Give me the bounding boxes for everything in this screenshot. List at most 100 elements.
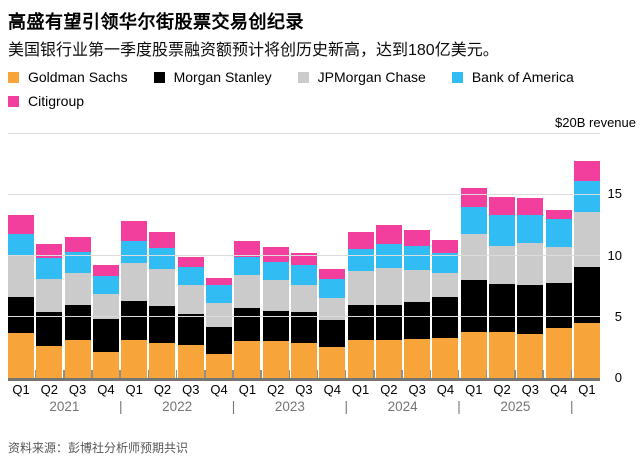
segment-goldman-sachs <box>262 341 289 378</box>
year-label-2021: 2021 <box>49 399 80 414</box>
segment-jpmorgan-chase <box>206 303 233 327</box>
segment-bank-of-america <box>347 249 374 272</box>
segment-jpmorgan-chase <box>92 293 119 320</box>
segment-citigroup <box>121 221 148 241</box>
x-axis-tick <box>204 370 206 378</box>
quarter-label: Q2 <box>153 382 172 397</box>
segment-citigroup <box>177 256 204 267</box>
segment-citigroup <box>8 215 34 234</box>
quarter-label: Q1 <box>578 382 596 397</box>
segment-citigroup <box>347 232 374 250</box>
x-axis-tick <box>147 370 150 378</box>
gridline-15 <box>8 193 600 195</box>
segment-bank-of-america <box>8 233 34 256</box>
segment-goldman-sachs <box>375 340 402 378</box>
year-separator: | <box>344 399 349 414</box>
segment-morgan-stanley <box>517 284 544 334</box>
x-axis-tick <box>316 370 319 378</box>
quarter-label: Q4 <box>323 382 341 397</box>
segment-jpmorgan-chase <box>404 270 431 303</box>
segment-citigroup <box>319 268 346 279</box>
segment-citigroup <box>432 239 459 254</box>
segment-morgan-stanley <box>404 302 431 339</box>
segment-jpmorgan-chase <box>545 247 572 283</box>
segment-morgan-stanley <box>234 308 261 342</box>
segment-bank-of-america <box>92 276 119 294</box>
segment-morgan-stanley <box>92 319 119 353</box>
segment-jpmorgan-chase <box>8 255 34 298</box>
segment-goldman-sachs <box>92 352 119 378</box>
source-note: 资料来源：彭博社分析师预期共识 <box>8 441 189 455</box>
segment-citigroup <box>234 240 261 257</box>
quarter-label: Q4 <box>436 382 455 397</box>
segment-bank-of-america <box>290 265 317 285</box>
x-axis-tick <box>485 370 488 378</box>
segment-bank-of-america <box>460 206 487 234</box>
segment-jpmorgan-chase <box>517 243 544 285</box>
bar-20-q1 <box>573 161 600 378</box>
segment-jpmorgan-chase <box>64 272 91 305</box>
year-label-2022: 2022 <box>162 399 193 414</box>
year-label-2023: 2023 <box>274 399 305 414</box>
quarter-label: Q3 <box>295 382 313 397</box>
y-tick-label-10: 10 <box>607 247 622 263</box>
y-tick-label-15: 15 <box>607 186 622 202</box>
segment-citigroup <box>545 210 572 219</box>
x-axis-tick <box>63 370 65 378</box>
citigroup-swatch-icon <box>8 95 19 107</box>
segment-jpmorgan-chase <box>290 284 317 312</box>
year-separator: | <box>231 399 236 414</box>
segment-morgan-stanley <box>121 300 148 340</box>
segment-morgan-stanley <box>177 314 204 345</box>
bar-1-q2 <box>36 244 63 378</box>
segment-citigroup <box>92 265 119 277</box>
legend-label: Morgan Stanley <box>173 69 272 85</box>
segment-citigroup <box>206 277 233 285</box>
chart-subtitle: 美国银行业第一季度股票融资额预计将创历史新高，达到180亿美元。 <box>8 42 499 59</box>
quarter-label: Q4 <box>210 382 228 397</box>
y-tick-label-5: 5 <box>614 308 622 324</box>
segment-jpmorgan-chase <box>319 298 346 321</box>
x-axis-tick <box>344 370 347 378</box>
year-label-2025: 2025 <box>500 399 531 414</box>
segment-bank-of-america <box>404 245 431 271</box>
segment-goldman-sachs <box>432 337 459 378</box>
gridline-10 <box>8 255 600 256</box>
segment-bank-of-america <box>375 244 402 268</box>
x-axis-tick <box>260 370 262 378</box>
bar-14-q3 <box>404 229 431 378</box>
segment-morgan-stanley <box>347 304 374 340</box>
legend-label: Bank of America <box>471 69 574 85</box>
legend-item-citigroup: Citigroup <box>8 93 84 109</box>
segment-jpmorgan-chase <box>432 272 459 298</box>
segment-goldman-sachs <box>64 340 91 378</box>
x-axis-tick <box>175 370 178 378</box>
legend-label: Goldman Sachs <box>28 69 128 85</box>
quarter-label: Q2 <box>493 382 511 397</box>
segment-goldman-sachs <box>206 353 233 378</box>
segment-morgan-stanley <box>432 297 459 338</box>
bar-9-q2 <box>262 246 289 378</box>
bar-4-q1 <box>121 221 148 378</box>
x-axis-tick <box>401 370 403 378</box>
quarter-label: Q4 <box>97 382 115 397</box>
segment-jpmorgan-chase <box>262 280 289 311</box>
bar-0-q1 <box>8 215 34 378</box>
segment-goldman-sachs <box>149 342 176 378</box>
segment-goldman-sachs <box>517 333 544 378</box>
segment-citigroup <box>517 198 544 216</box>
bar-5-q2 <box>149 232 176 378</box>
segment-jpmorgan-chase <box>121 262 148 301</box>
segment-bank-of-america <box>149 248 176 269</box>
quarter-label: Q1 <box>125 382 143 397</box>
segment-bank-of-america <box>206 284 233 304</box>
bar-18-q3 <box>517 198 544 378</box>
x-axis-quarter-labels: Q1 Q2 Q3 Q4 Q1 Q2 Q3 Q4 Q1 Q2 Q3 Q4 Q1 Q2 Q3 Q4 Q1 Q2 Q3 Q4… <box>8 382 600 397</box>
segment-jpmorgan-chase <box>36 278 63 312</box>
segment-goldman-sachs <box>290 342 317 378</box>
x-axis-tick <box>91 370 93 378</box>
segment-bank-of-america <box>36 257 63 279</box>
segment-goldman-sachs <box>347 340 374 378</box>
quarter-label: Q3 <box>68 382 87 397</box>
legend-label: JPMorgan Chase <box>317 69 426 85</box>
